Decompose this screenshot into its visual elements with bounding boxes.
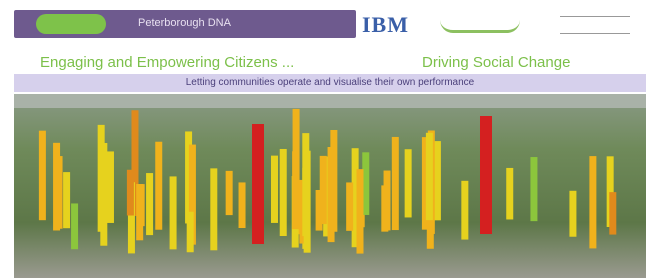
- header-bar: Peterborough DNA: [14, 10, 356, 38]
- column: [226, 171, 233, 215]
- column: [127, 170, 134, 216]
- header-title: Peterborough DNA: [138, 17, 231, 29]
- column: [302, 133, 309, 236]
- partner-logo: [440, 20, 520, 33]
- column: [187, 212, 194, 252]
- column: [506, 168, 513, 220]
- column: [569, 191, 576, 237]
- column: [136, 184, 143, 240]
- banner: Peterborough DNA IBM Engaging and Empowe…: [0, 0, 653, 278]
- column: [392, 137, 399, 230]
- column: [155, 142, 162, 230]
- column: [530, 157, 537, 221]
- column: [170, 176, 177, 249]
- ibm-logo: IBM: [362, 12, 409, 38]
- column: [461, 181, 468, 240]
- column: [356, 169, 363, 253]
- aerial-visualisation: [14, 94, 646, 278]
- column: [71, 203, 78, 249]
- subtitle-bar: Letting communities operate and visualis…: [14, 74, 646, 92]
- column: [589, 156, 596, 248]
- column: [146, 173, 153, 235]
- column: [63, 172, 70, 228]
- column: [100, 143, 107, 246]
- column: [56, 156, 63, 229]
- column: [346, 182, 353, 230]
- column: [39, 131, 46, 220]
- column: [210, 168, 217, 250]
- column: [280, 149, 287, 236]
- column: [405, 149, 412, 217]
- column: [426, 133, 433, 220]
- logo-shape: [36, 14, 106, 34]
- column: [330, 130, 337, 232]
- partner-logo: [560, 16, 630, 34]
- column: [480, 116, 492, 234]
- tagline-right: Driving Social Change: [422, 54, 570, 71]
- column: [293, 109, 300, 217]
- column: [107, 151, 114, 223]
- column: [381, 185, 388, 231]
- column: [239, 182, 246, 228]
- column: [252, 124, 264, 244]
- horizon: [14, 94, 646, 108]
- column: [609, 192, 616, 234]
- column: [271, 156, 278, 223]
- column: [434, 141, 441, 220]
- tagline-left: Engaging and Empowering Citizens ...: [40, 54, 294, 71]
- column: [320, 156, 327, 224]
